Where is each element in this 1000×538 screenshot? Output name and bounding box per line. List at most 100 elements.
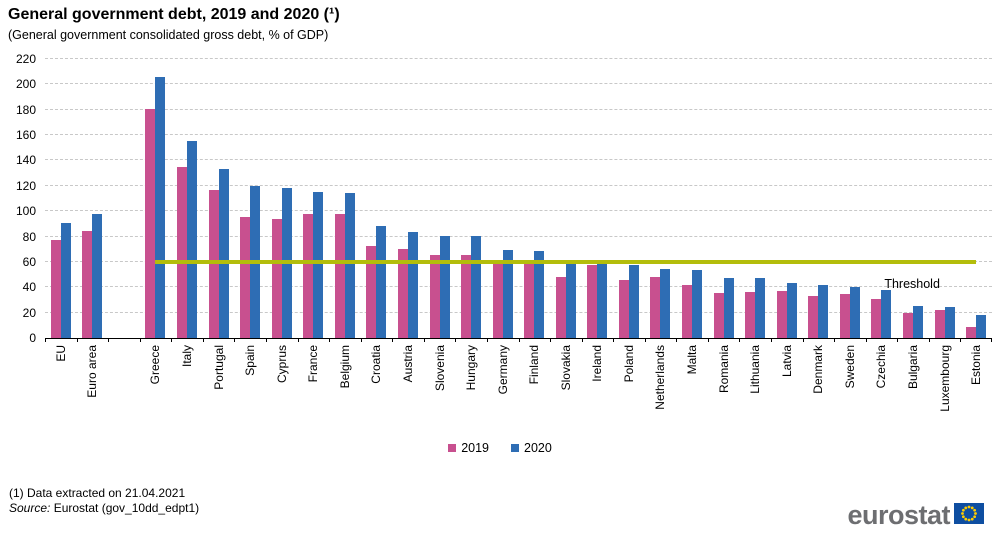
category-slot: Austria — [392, 59, 424, 382]
x-axis-tick — [991, 338, 992, 342]
x-axis-tick — [960, 338, 962, 342]
y-axis-tick-label: 160 — [15, 128, 36, 143]
category-slot: Czechia — [866, 59, 898, 388]
x-axis-category-label: Finland — [527, 345, 542, 385]
bar-pair — [618, 265, 639, 338]
y-axis-tick-label: 20 — [22, 305, 36, 320]
x-axis-tick — [802, 338, 804, 342]
bar-2019-hungary — [461, 254, 472, 338]
bar-2020-eu — [60, 223, 71, 338]
x-axis-tick — [392, 338, 394, 342]
x-axis-category-label: Greece — [148, 345, 163, 385]
x-axis-tick — [202, 338, 204, 342]
x-axis-tick — [897, 338, 899, 342]
bar-2019-malta — [682, 284, 693, 338]
bar-pair — [524, 250, 545, 338]
category-slot: Ireland — [582, 59, 614, 382]
x-axis-category-label: Poland — [621, 345, 636, 383]
bar-2019-bulgaria — [902, 312, 913, 338]
x-axis-category-label: Czechia — [874, 345, 889, 389]
category-slot: Denmark — [803, 59, 835, 394]
x-axis-category-label: Slovakia — [558, 345, 573, 391]
gridline — [45, 235, 992, 237]
x-axis-tick — [455, 338, 457, 342]
bar-2020-ireland — [597, 263, 608, 338]
x-axis-tick — [676, 338, 678, 342]
y-axis-tick-label: 180 — [15, 102, 36, 117]
bar-2019-luxembourg — [934, 310, 945, 338]
x-axis-tick — [171, 338, 173, 342]
bar-pair — [934, 306, 955, 338]
legend-label: 2019 — [461, 441, 489, 455]
x-axis-category-label: Belgium — [337, 345, 352, 389]
source-label: Source: — [9, 501, 51, 515]
bar-2019-estonia — [966, 327, 977, 338]
bar-pair — [461, 235, 482, 338]
y-axis-tick-label: 80 — [22, 229, 36, 244]
gridline — [45, 159, 992, 161]
x-axis-category-label: Bulgaria — [905, 345, 920, 390]
bar-2020-austria — [407, 232, 418, 338]
bar-2020-luxembourg — [944, 306, 955, 338]
bar-2019-latvia — [776, 291, 787, 338]
bar-2020-france — [313, 191, 324, 338]
category-slot: Hungary — [455, 59, 487, 390]
x-axis-tick — [865, 338, 867, 342]
category-slot: Latvia — [771, 59, 803, 377]
legend-swatch-icon — [448, 444, 457, 452]
x-axis-category-label: Slovenia — [432, 345, 447, 392]
bar-2020-slovakia — [565, 262, 576, 338]
eu-flag-icon — [954, 502, 984, 529]
x-axis-category-label: Euro area — [85, 345, 100, 398]
bar-2019-euro-area — [82, 231, 93, 338]
bar-2019-portugal — [208, 190, 219, 338]
bar-pair — [902, 306, 923, 338]
bar-pair — [50, 223, 71, 338]
bar-pair — [492, 249, 513, 338]
x-axis-category-label: Lithuania — [748, 345, 763, 394]
category-slot: Poland — [613, 59, 645, 382]
gridline — [45, 311, 992, 313]
bar-2019-france — [303, 214, 314, 338]
bar-2020-belgium — [344, 193, 355, 338]
y-axis-tick-label: 120 — [15, 178, 36, 193]
bar-pair — [177, 140, 198, 338]
gridline — [45, 134, 992, 136]
eurostat-logo: eurostat — [847, 502, 984, 529]
bar-2020-malta — [692, 269, 703, 338]
x-axis-tick — [108, 338, 110, 342]
x-axis-tick — [265, 338, 267, 342]
bar-pair — [650, 268, 671, 338]
plot-area: EU Euro area Greece Italy Portugal Spain Cypru… — [45, 58, 992, 412]
category-slot: Germany — [487, 59, 519, 394]
x-axis-tick — [486, 338, 488, 342]
bar-pair — [366, 225, 387, 338]
category-slot: Spain — [234, 59, 266, 376]
bar-series-container: EU Euro area Greece Italy Portugal Spain Cypru… — [45, 59, 992, 412]
x-axis-tick — [297, 338, 299, 342]
y-axis-tick-label: 60 — [22, 254, 36, 269]
y-axis-tick-label: 0 — [29, 331, 36, 345]
x-axis-category-label: Hungary — [464, 345, 479, 391]
x-axis-tick — [234, 338, 236, 342]
x-axis-tick — [550, 338, 552, 342]
bar-pair — [776, 282, 797, 338]
bar-pair — [966, 315, 987, 338]
bar-2019-germany — [492, 262, 503, 338]
category-slot: Belgium — [329, 59, 361, 388]
bar-2020-poland — [628, 265, 639, 338]
bar-2020-portugal — [218, 168, 229, 338]
category-slot: Portugal — [203, 59, 235, 390]
legend-item-2020: 2020 — [511, 441, 552, 455]
bar-2019-sweden — [839, 293, 850, 338]
category-slot: Euro area — [77, 59, 109, 398]
gridline — [45, 108, 992, 110]
bar-2020-estonia — [976, 315, 987, 338]
x-axis-category-label: Sweden — [842, 345, 857, 389]
x-axis-tick — [771, 338, 773, 342]
legend-swatch-icon — [511, 444, 519, 452]
bar-2019-slovenia — [429, 254, 440, 338]
gridline — [45, 58, 992, 59]
bar-2020-croatia — [376, 225, 387, 338]
bar-pair — [303, 191, 324, 338]
